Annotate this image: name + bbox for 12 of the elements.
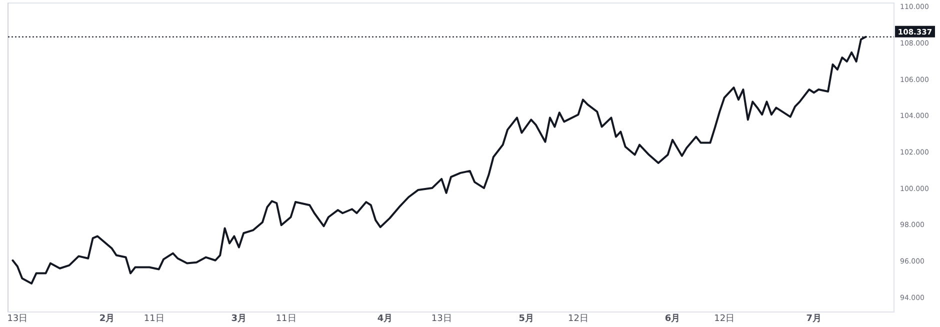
- x-tick-label: 5月: [518, 313, 534, 324]
- x-tick-label: 11日: [276, 314, 296, 324]
- x-tick-label: 6月: [664, 313, 680, 324]
- x-tick-label: 13日: [431, 314, 452, 324]
- x-tick-label: 13日: [7, 314, 28, 324]
- x-tick-label: 12日: [568, 314, 588, 324]
- x-tick-label: 11日: [144, 314, 164, 324]
- x-tick-label: 4月: [377, 313, 393, 324]
- x-tick-label: 2月: [99, 313, 115, 324]
- x-tick-label: 12日: [714, 314, 735, 324]
- x-tick-label: 7月: [806, 313, 822, 324]
- x-tick-label: 3月: [231, 313, 247, 324]
